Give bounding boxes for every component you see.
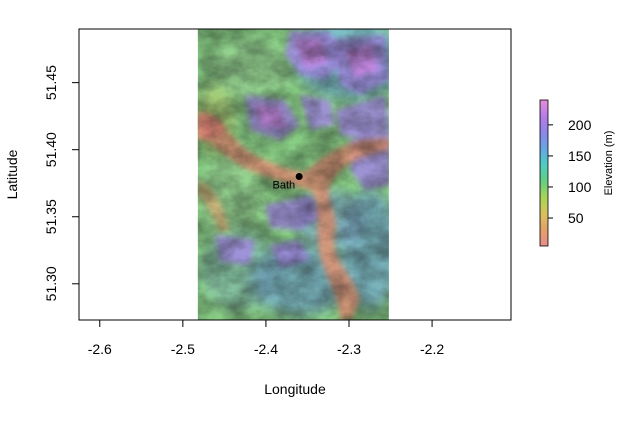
x-tick-label-0: -2.6 bbox=[88, 341, 112, 357]
y-tick-label-3: 51.45 bbox=[43, 65, 59, 100]
x-axis-title: Longitude bbox=[264, 381, 326, 397]
colorbar-frame bbox=[539, 99, 549, 247]
elevation-raster bbox=[197, 29, 389, 320]
hillshade-texture bbox=[197, 29, 389, 320]
y-axis-title: Latitude bbox=[4, 149, 20, 199]
x-tick-label-1: -2.5 bbox=[171, 341, 195, 357]
colorbar-tick-label-1: 100 bbox=[568, 179, 592, 195]
y-tick-label-1: 51.35 bbox=[43, 199, 59, 234]
y-tick-label-2: 51.40 bbox=[43, 132, 59, 167]
x-tick-label-2: -2.4 bbox=[254, 341, 278, 357]
y-tick-label-0: 51.30 bbox=[43, 266, 59, 301]
hillshade-light bbox=[197, 29, 389, 320]
colorbar-tick-label-3: 200 bbox=[568, 117, 592, 133]
colorbar-gradient bbox=[540, 100, 548, 246]
colorbar-title: Elevation (m) bbox=[603, 131, 615, 196]
x-tick-label-3: -2.3 bbox=[337, 341, 361, 357]
colorbar-tick-label-2: 150 bbox=[568, 148, 592, 164]
bath-point bbox=[295, 173, 303, 181]
bath-label: Bath bbox=[273, 180, 296, 192]
colorbar-tick-label-0: 50 bbox=[568, 210, 584, 226]
x-tick-label-4: -2.2 bbox=[420, 341, 444, 357]
